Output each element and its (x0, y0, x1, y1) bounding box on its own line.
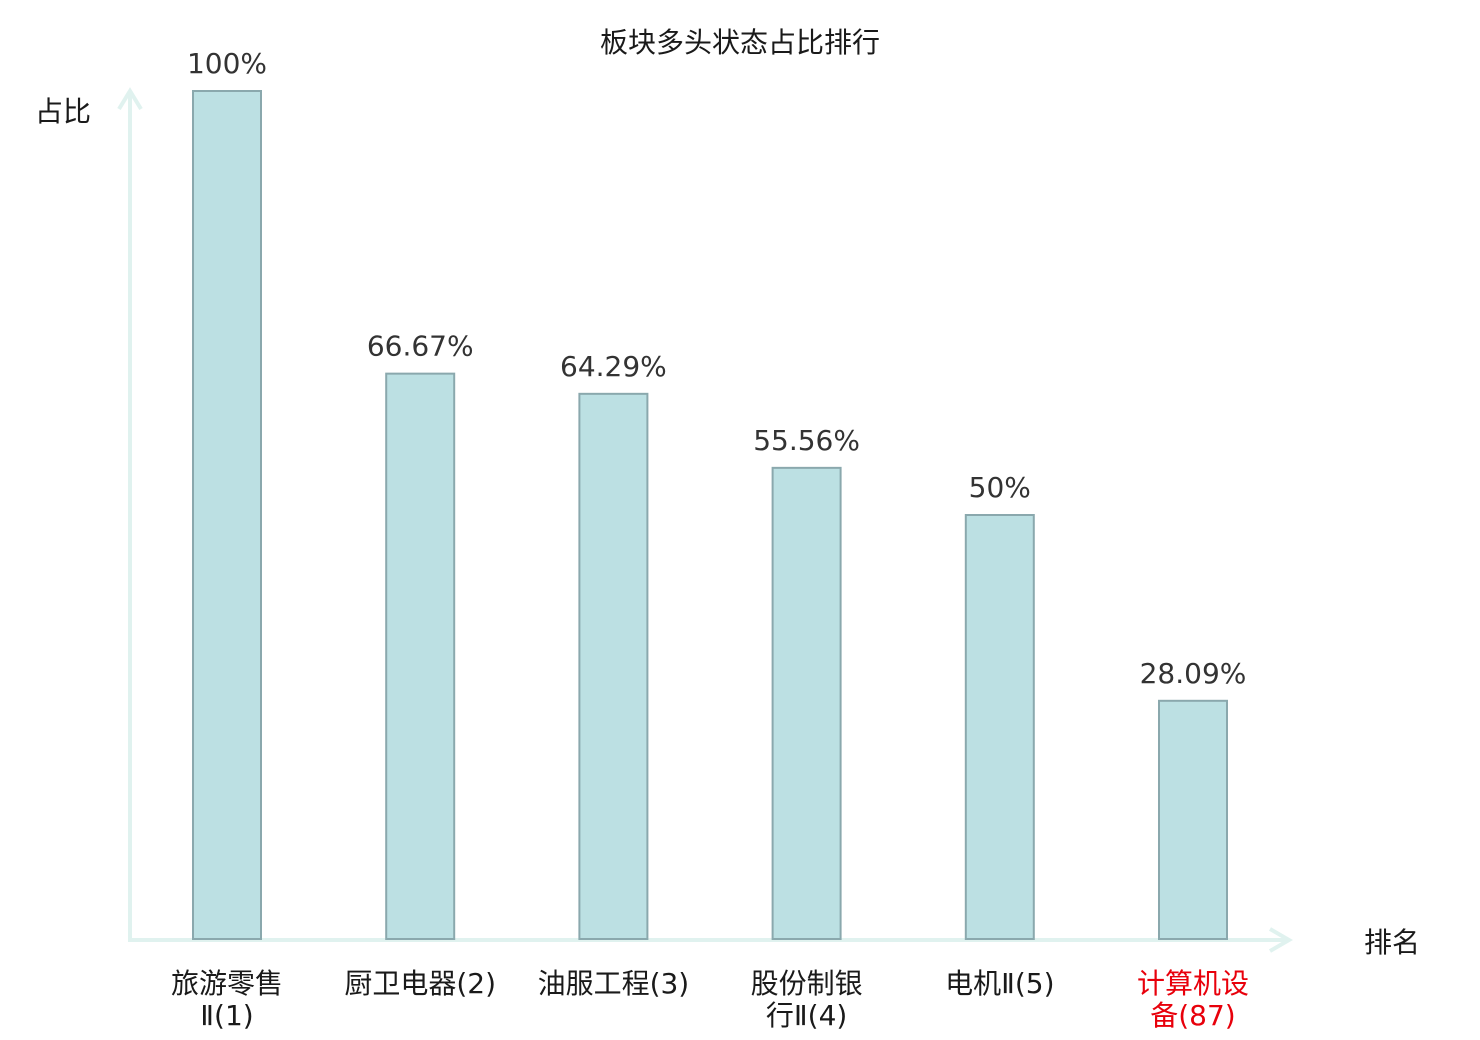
chart-title: 板块多头状态占比排行 (600, 26, 880, 59)
bar-value-label: 66.67% (367, 330, 474, 363)
y-axis-arrow-icon (117, 87, 143, 111)
bar (578, 392, 649, 940)
value-labels: 100% 66.67% 64.29% 55.56% 50% 28.09% (187, 47, 1246, 690)
category-label-line: 股份制银 (751, 967, 863, 1000)
x-axis-label: 排名 (1364, 926, 1420, 959)
category-label-line: 油服工程(3) (538, 967, 690, 1000)
category-label: 股份制银行Ⅱ(4) (751, 967, 863, 1032)
bars (192, 90, 1228, 941)
bar (964, 514, 1035, 940)
axes (117, 87, 1293, 953)
category-label-line: 厨卫电器(2) (344, 967, 496, 1000)
bar-value-label: 28.09% (1140, 657, 1247, 690)
bar-value-label: 55.56% (753, 424, 860, 457)
bar (192, 90, 262, 940)
x-axis-arrow-icon (1268, 927, 1293, 953)
bar (1158, 699, 1228, 941)
y-axis-label: 占比 (35, 95, 91, 128)
category-label: 油服工程(3) (538, 967, 690, 1000)
category-label: 电机Ⅱ(5) (945, 967, 1054, 1000)
category-label-line: Ⅱ(1) (200, 999, 253, 1032)
bar-value-label: 64.29% (560, 350, 667, 383)
category-label-line: 电机Ⅱ(5) (945, 967, 1054, 1000)
category-label-line: 备(87) (1150, 999, 1235, 1032)
category-label: 厨卫电器(2) (344, 967, 496, 1000)
category-label-line: 行Ⅱ(4) (766, 999, 847, 1032)
bar (385, 372, 456, 940)
bar-value-label: 50% (969, 471, 1031, 504)
bar-value-label: 100% (187, 47, 267, 80)
category-labels: 旅游零售 Ⅱ(1) 厨卫电器(2) 油服工程(3) 股份制银行Ⅱ(4) 电机Ⅱ(5) 计算机… (171, 967, 1249, 1032)
category-label-line: 旅游零售 (171, 967, 283, 1000)
category-label-line: 计算机设 (1137, 967, 1249, 1000)
bar (771, 466, 842, 940)
category-label-highlighted: 计算机设备(87) (1137, 967, 1249, 1032)
category-label: 旅游零售 Ⅱ(1) (171, 967, 283, 1032)
